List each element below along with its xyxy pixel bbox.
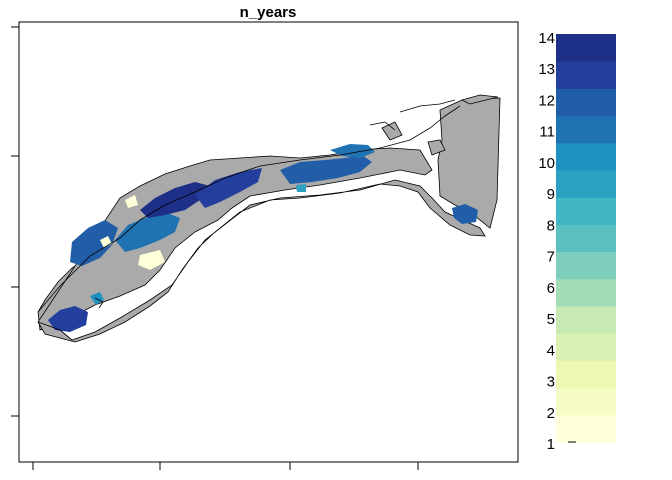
legend-label: 4 bbox=[547, 342, 555, 359]
legend-swatch bbox=[556, 387, 616, 416]
legend-label: 12 bbox=[538, 92, 555, 109]
legend-label: 6 bbox=[547, 280, 555, 297]
bottom-axis-ticks bbox=[32, 462, 419, 470]
legend-swatch bbox=[556, 61, 616, 89]
map-title: n_years bbox=[240, 4, 297, 21]
coastline-outline bbox=[37, 99, 461, 341]
legend-swatch bbox=[556, 306, 616, 334]
legend-swatch bbox=[556, 414, 616, 443]
legend-swatch bbox=[556, 197, 616, 225]
legend-swatch bbox=[556, 224, 616, 253]
legend-swatch bbox=[556, 34, 616, 62]
legend-label: 11 bbox=[539, 124, 555, 141]
legend-label: 8 bbox=[547, 217, 555, 234]
legend-swatch bbox=[556, 333, 616, 361]
legend-label: 3 bbox=[547, 374, 555, 391]
grey-mask-region bbox=[37, 94, 501, 343]
legend-label: 2 bbox=[547, 405, 555, 422]
plot-frame bbox=[18, 21, 519, 463]
legend-swatch bbox=[556, 170, 616, 198]
legend-swatch bbox=[556, 88, 616, 117]
legend-swatch bbox=[556, 360, 616, 389]
legend-swatch bbox=[556, 115, 616, 144]
legend-swatch bbox=[556, 278, 616, 307]
legend-swatch bbox=[556, 251, 616, 280]
legend-label: 7 bbox=[547, 249, 555, 266]
legend-label: 9 bbox=[547, 186, 555, 203]
left-axis-ticks bbox=[11, 26, 19, 417]
legend-label: 13 bbox=[538, 61, 555, 78]
legend-label: 14 bbox=[538, 30, 555, 47]
legend-swatch bbox=[556, 142, 616, 171]
legend-label: 10 bbox=[538, 155, 555, 172]
legend-label: 1 bbox=[547, 436, 555, 453]
legend-label: 5 bbox=[547, 311, 555, 328]
